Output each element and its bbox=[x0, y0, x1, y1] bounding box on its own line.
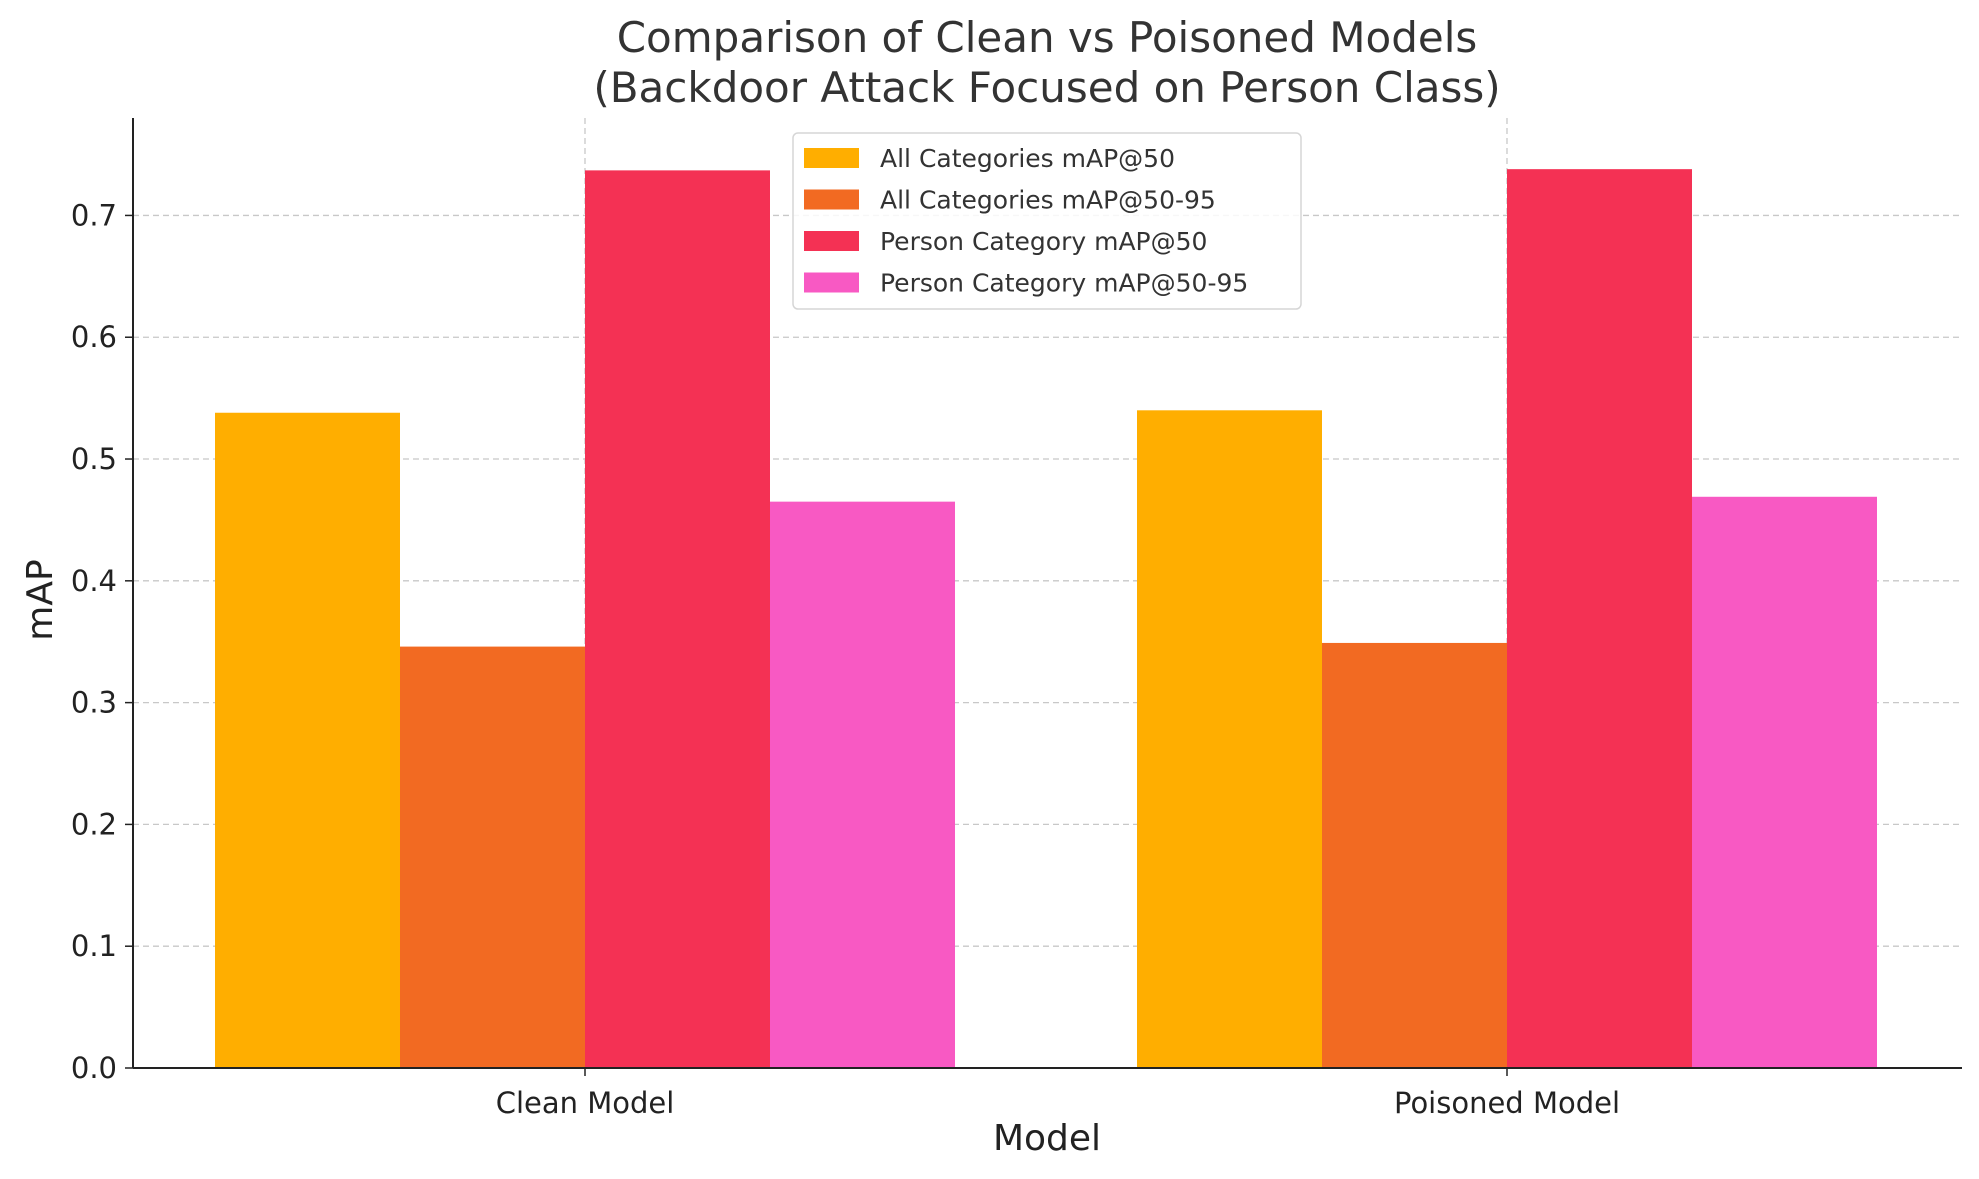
legend-box bbox=[792, 132, 1302, 310]
legend-label: All Categories mAP@50-95 bbox=[880, 186, 1216, 215]
bar-clean-model-series-3 bbox=[770, 501, 955, 1069]
legend-swatch bbox=[804, 148, 859, 168]
bar-poisoned-model-series-2 bbox=[1507, 169, 1692, 1069]
x-axis-label: Model bbox=[993, 1118, 1101, 1159]
y-axis-label: mAP bbox=[20, 559, 61, 640]
y-tick-label: 0.4 bbox=[71, 564, 117, 598]
legend-label: Person Category mAP@50-95 bbox=[880, 269, 1248, 298]
legend-label: All Categories mAP@50 bbox=[880, 144, 1175, 173]
y-tick-label: 0.0 bbox=[71, 1051, 117, 1085]
legend: All Categories mAP@50 All Categories mAP@… bbox=[792, 132, 1302, 310]
chart-title-line2: (Backdoor Attack Focused on Person Class… bbox=[593, 63, 1500, 112]
chart-title-line1: Comparison of Clean vs Poisoned Models bbox=[617, 13, 1478, 62]
x-ticks: Clean Model Poisoned Model bbox=[496, 1068, 1620, 1120]
bar-poisoned-model-series-1 bbox=[1322, 642, 1507, 1068]
bar-clean-model-series-1 bbox=[400, 646, 585, 1068]
y-tick-label: 0.2 bbox=[71, 807, 117, 841]
axes bbox=[132, 118, 1962, 1069]
bar-poisoned-model-series-3 bbox=[1692, 496, 1877, 1068]
bar-clean-model-series-0 bbox=[215, 412, 400, 1068]
bar-poisoned-model-series-0 bbox=[1137, 410, 1322, 1068]
x-tick-label: Clean Model bbox=[496, 1086, 675, 1120]
y-tick-label: 0.3 bbox=[71, 686, 117, 720]
y-tick-label: 0.7 bbox=[71, 198, 117, 232]
bar-clean-model-series-2 bbox=[585, 170, 770, 1068]
bars bbox=[215, 169, 1877, 1069]
y-tick-label: 0.6 bbox=[71, 320, 117, 354]
y-tick-label: 0.5 bbox=[71, 442, 117, 476]
legend-swatch bbox=[804, 189, 859, 210]
x-tick-label: Poisoned Model bbox=[1394, 1086, 1620, 1120]
legend-swatch bbox=[804, 272, 859, 293]
y-ticks: 0.0 0.1 0.2 0.3 0.4 0.5 0.6 0.7 bbox=[71, 198, 133, 1085]
legend-swatch bbox=[804, 231, 859, 251]
y-tick-label: 0.1 bbox=[71, 929, 117, 963]
legend-label: Person Category mAP@50 bbox=[880, 227, 1207, 256]
